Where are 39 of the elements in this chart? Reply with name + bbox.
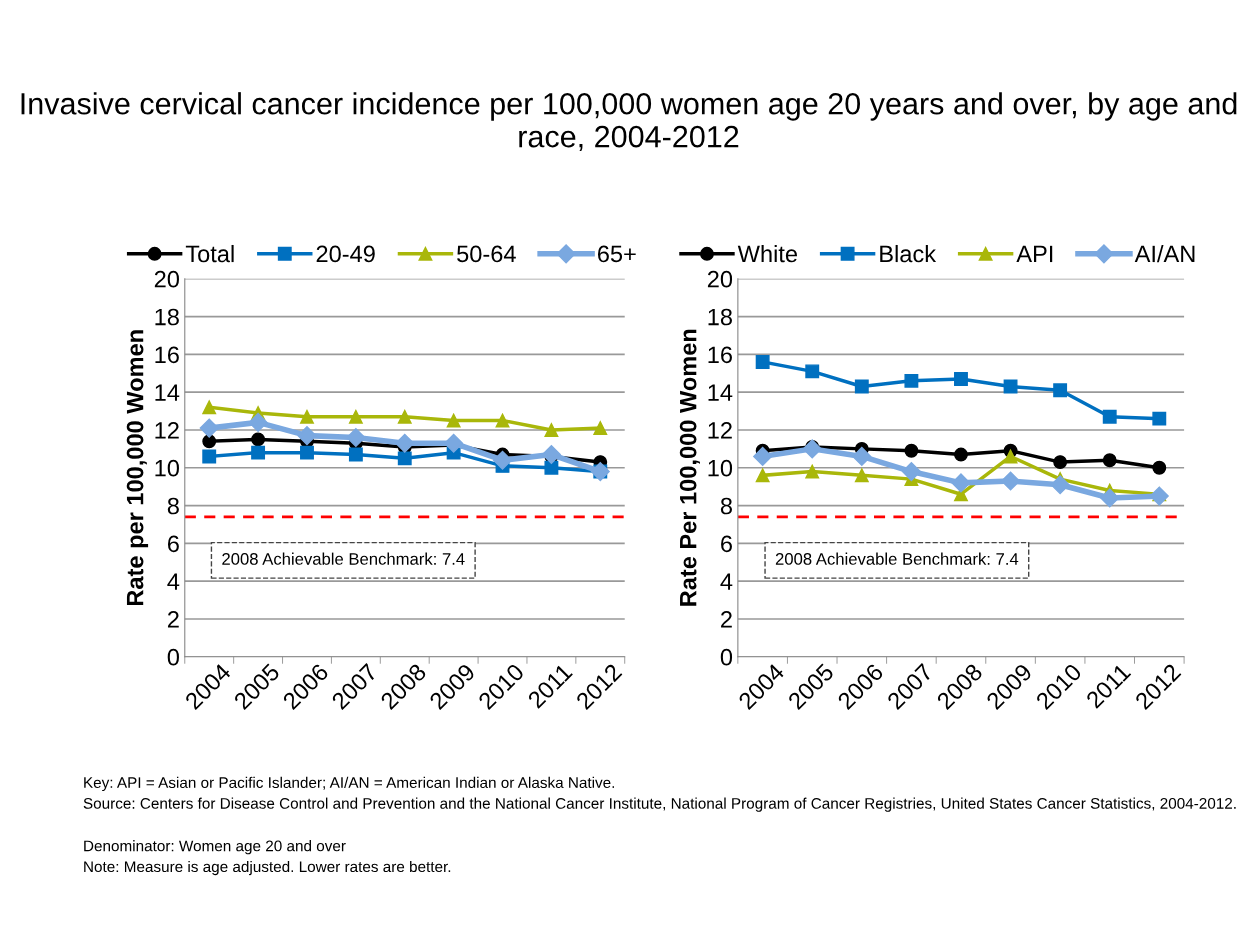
text: Note: Measure is age adjusted. Lower rates are better. (84, 860, 451, 876)
source-note: Source: Centers for Disease Control and Prevention and the National Cancer Institute, National Program of Cancer Registries, United States Cancer Statistics, 2004-2012. (83, 797, 1236, 812)
y-tick-label: 20 (707, 270, 733, 288)
y-tick-label: 2 (721, 611, 732, 628)
y-tick-label: 12 (155, 422, 179, 439)
legend-label: 20-49 (316, 245, 375, 263)
legend-label: API (1016, 245, 1053, 263)
y-tick-label: 4 (720, 573, 733, 590)
y-tick-label: 2 (167, 611, 179, 628)
legend-label: White (737, 244, 797, 263)
y-tick-label: 18 (155, 308, 179, 326)
legend-label: 65+ (597, 245, 636, 263)
legend-label: Total (185, 244, 234, 263)
y-tick-label: 4 (167, 573, 180, 590)
y-tick-label: 20 (154, 270, 179, 288)
y-tick-label: 16 (708, 346, 732, 364)
y-tick-label: 10 (155, 459, 179, 477)
y-tick-label: 18 (708, 308, 732, 326)
y-tick-label: 0 (720, 648, 733, 666)
ref-line-label: 2008 Achievable Benchmark: 7.4 (222, 552, 465, 565)
y-tick-label: 14 (155, 384, 180, 401)
legend-label: Black (880, 244, 937, 263)
legend-label: 50-64 (457, 245, 516, 263)
y-tick-label: 12 (708, 422, 732, 439)
y-tick-label: 6 (167, 535, 179, 553)
text: Key: API = Asian or Pacific Islander; AI/AN = American Indian or Alaska Native. (84, 776, 615, 792)
y-tick-label: 10 (708, 459, 733, 477)
y-tick-label: 0 (167, 648, 179, 666)
ref-line-label: 2008 Achievable Benchmark: 7.4 (775, 552, 1019, 565)
legend-label: AI/AN (1134, 244, 1195, 263)
y-axis-title: Rate per 100,000 Women (126, 330, 149, 606)
y-tick-label: 8 (720, 497, 732, 515)
y-tick-label: 14 (708, 384, 733, 401)
chart-title: Invasive cervical cancer incidence per 100,000 women age 20 years and over, by age and race, 2004-2012 (21, 92, 1237, 152)
y-tick-label: 8 (167, 497, 179, 515)
y-axis-title: Rate Per 100,000 Women (679, 329, 700, 606)
y-tick-label: 16 (155, 346, 179, 364)
y-tick-label: 6 (721, 535, 732, 553)
text: Denominator: Women age 20 and over (84, 840, 346, 855)
